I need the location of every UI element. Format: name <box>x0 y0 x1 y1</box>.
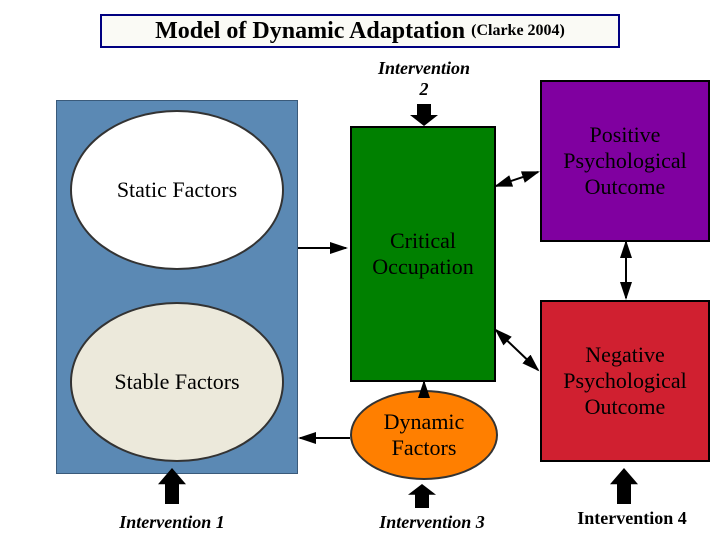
intervention4-text: Intervention 4 <box>577 508 687 528</box>
static-factors-ellipse: Static Factors <box>70 110 284 270</box>
title-main: Model of Dynamic Adaptation <box>155 18 465 45</box>
int2-to-critical-arrow <box>410 104 438 126</box>
int4-to-negative-arrow <box>610 468 638 504</box>
critical-to-negative-arrow <box>496 330 538 370</box>
positive-outcome-box: PositivePsychologicalOutcome <box>540 80 710 242</box>
static-factors-label: Static Factors <box>117 177 237 203</box>
intervention4-label: Intervention 4 <box>552 508 712 529</box>
intervention2-label: Intervention2 <box>350 58 498 100</box>
title-bar: Model of Dynamic Adaptation (Clarke 2004… <box>100 14 620 48</box>
critical-occupation-label: CriticalOccupation <box>372 228 473 280</box>
dynamic-factors-ellipse: DynamicFactors <box>350 390 498 480</box>
negative-outcome-box: NegativePsychologicalOutcome <box>540 300 710 462</box>
int3-to-dynamic-arrow <box>408 484 436 508</box>
title-citation: (Clarke 2004) <box>471 22 565 40</box>
intervention3-text: Intervention 3 <box>379 512 485 532</box>
stable-factors-ellipse: Stable Factors <box>70 302 284 462</box>
stable-factors-label: Stable Factors <box>114 369 239 395</box>
positive-outcome-label: PositivePsychologicalOutcome <box>563 122 686 200</box>
critical-occupation-box: CriticalOccupation <box>350 126 496 382</box>
intervention1-text: Intervention 1 <box>119 512 225 532</box>
intervention1-label: Intervention 1 <box>92 512 252 533</box>
negative-outcome-label: NegativePsychologicalOutcome <box>563 342 686 420</box>
critical-to-positive-arrow <box>496 172 538 186</box>
intervention3-label: Intervention 3 <box>352 512 512 533</box>
dynamic-factors-label: DynamicFactors <box>384 409 465 461</box>
intervention2-text: Intervention2 <box>378 58 470 99</box>
